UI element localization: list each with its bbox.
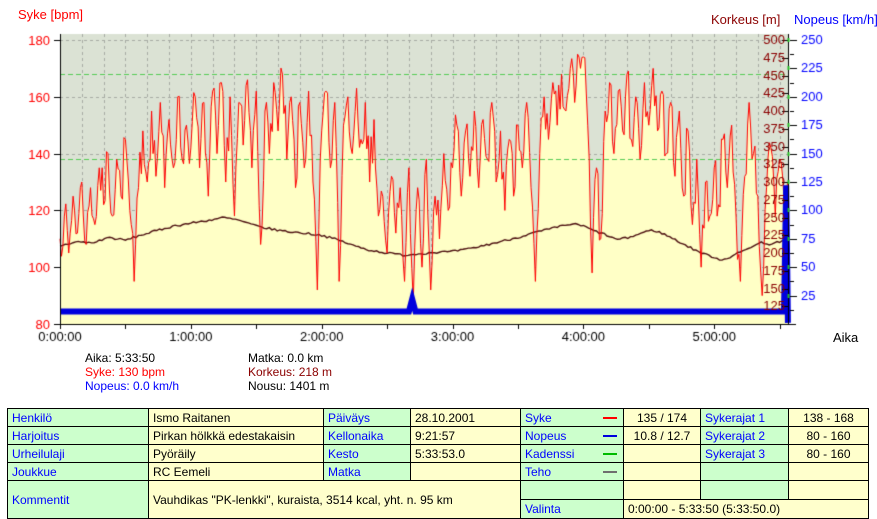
- sport-label: Urheilulaji: [7, 444, 149, 463]
- distance-label: Matka: [323, 462, 411, 481]
- cadence-value: [623, 444, 701, 463]
- cursor-altitude: Korkeus: 218 m: [248, 365, 333, 379]
- table-row: Urheilulaji Pyöräily Kesto 5:33:53.0 Kad…: [7, 444, 869, 463]
- hr-axis-title: Syke [bpm]: [18, 7, 84, 22]
- duration-label: Kesto: [323, 444, 411, 463]
- empty-cell: [788, 462, 869, 481]
- power-series-label: Teho: [520, 462, 624, 481]
- date-label: Päiväys: [323, 408, 411, 427]
- team-value: RC Eemeli: [148, 462, 324, 481]
- selection-value: 0:00:00 - 5:33:50 (5:33:50.0): [623, 499, 869, 519]
- cursor-distance: Matka: 0.0 km: [248, 351, 324, 365]
- empty-cell: [788, 480, 869, 500]
- empty-cell: [623, 480, 701, 500]
- duration-value: 5:33:53.0: [410, 444, 521, 463]
- speed-avgmax-value: 10.8 / 12.7: [623, 426, 701, 445]
- cursor-speed: Nopeus: 0.0 km/h: [85, 379, 180, 393]
- comments-value: Vauhdikas "PK-lenkki", kuraista, 3514 kc…: [148, 480, 521, 519]
- cursor-time: Aika: 5:33:50: [85, 351, 156, 365]
- hr-limits1-value: 138 - 168: [788, 408, 869, 427]
- person-value: Ismo Raitanen: [148, 408, 324, 427]
- hr-limits3-value: 80 - 160: [788, 444, 869, 463]
- clock-label: Kellonaika: [323, 426, 411, 445]
- sport-value: Pyöräily: [148, 444, 324, 463]
- selection-label: Valinta: [520, 499, 624, 519]
- person-label: Henkilö: [7, 408, 149, 427]
- cursor-hr: Syke: 130 bpm: [85, 365, 166, 379]
- hr-limits3-label: Sykerajat 3: [700, 444, 789, 463]
- cursor-ascent: Nousu: 1401 m: [248, 379, 330, 393]
- hr-minmax-value: 135 / 174: [623, 408, 701, 427]
- distance-value: [410, 462, 521, 481]
- empty-cell: [700, 480, 789, 500]
- speed-color-sample: [603, 434, 617, 437]
- chart-canvas[interactable]: [0, 0, 877, 348]
- date-value: 28.10.2001: [410, 408, 521, 427]
- table-row: Harjoitus Pirkan hölkkä edestakaisin Kel…: [7, 426, 869, 445]
- hr-limits1-label: Sykerajat 1: [700, 408, 789, 427]
- table-row: Valinta 0:00:00 - 5:33:50 (5:33:50.0): [8, 499, 869, 519]
- comments-label: Kommentit: [7, 480, 149, 519]
- cadence-series-label: Kadenssi: [520, 444, 624, 463]
- exercise-chart: Syke [bpm] Korkeus [m] Nopeus [km/h] Aik…: [0, 0, 877, 348]
- summary-table: Henkilö Ismo Raitanen Päiväys 28.10.2001…: [7, 408, 869, 519]
- hr-limits2-label: Sykerajat 2: [700, 426, 789, 445]
- table-row: Henkilö Ismo Raitanen Päiväys 28.10.2001…: [7, 408, 869, 427]
- table-row: Joukkue RC Eemeli Matka Teho: [7, 462, 869, 481]
- cadence-color-sample: [603, 452, 617, 455]
- speed-series-label: Nopeus: [520, 426, 624, 445]
- clock-value: 9:21:57: [410, 426, 521, 445]
- empty-cell: [700, 462, 789, 481]
- power-value: [623, 462, 701, 481]
- exercise-label: Harjoitus: [7, 426, 149, 445]
- power-color-sample: [603, 470, 617, 473]
- speed-axis-title: Nopeus [km/h]: [794, 12, 877, 27]
- exercise-value: Pirkan hölkkä edestakaisin: [148, 426, 324, 445]
- hr-color-sample: [603, 416, 617, 419]
- altitude-axis-title: Korkeus [m]: [711, 12, 781, 27]
- team-label: Joukkue: [7, 462, 149, 481]
- table-row: Kommentit Vauhdikas "PK-lenkki", kuraist…: [7, 480, 869, 519]
- time-axis-title: Aika: [833, 330, 859, 345]
- hr-series-label: Syke: [520, 408, 624, 427]
- empty-cell: [520, 480, 624, 500]
- hr-limits2-value: 80 - 160: [788, 426, 869, 445]
